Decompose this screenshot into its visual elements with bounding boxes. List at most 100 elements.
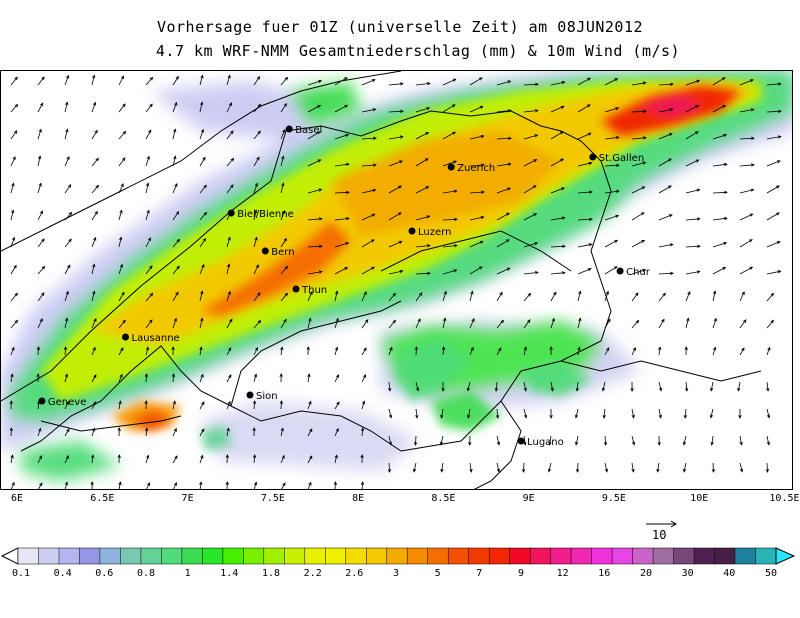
wind-arrow [361, 79, 376, 86]
wind-arrow-head [370, 239, 375, 243]
wind-arrow-head [226, 427, 230, 432]
wind-arrow-head [523, 387, 527, 392]
wind-arrow-head [615, 136, 620, 140]
wind-arrow-head [11, 209, 15, 214]
wind-arrow [631, 186, 645, 194]
wind-arrow-head [737, 387, 741, 392]
wind-arrow-head [399, 135, 404, 139]
wind-arrow-head [279, 373, 283, 377]
wind-arrow-head [397, 212, 402, 216]
wind-arrow-head [39, 318, 43, 322]
wind-arrow-head [471, 317, 475, 322]
x-tick-label: 6.5E [90, 493, 115, 504]
wind-arrow-head [766, 441, 770, 446]
wind-arrow-head [549, 346, 553, 350]
wind-arrow-head [360, 481, 365, 485]
colorbar-tick-label: 30 [681, 568, 694, 579]
wind-arrow-head [257, 292, 261, 296]
wind-arrow [199, 318, 203, 329]
wind-arrow [577, 77, 591, 86]
colorbar-swatch [222, 547, 244, 565]
wind-arrow [172, 239, 180, 248]
wind-arrow-head [561, 216, 566, 220]
wind-arrow [253, 482, 257, 489]
wind-arrow [712, 462, 714, 473]
wind-arrow-head [696, 188, 701, 192]
wind-arrow [604, 347, 610, 356]
wind-arrow-head [419, 292, 423, 296]
precipitation-field [1, 71, 792, 481]
wind-arrow [361, 481, 364, 489]
wind-arrow [577, 162, 592, 167]
wind-arrow-head [68, 238, 72, 243]
wind-arrow-head [173, 481, 177, 486]
wind-arrow-head [41, 238, 45, 243]
colorbar-swatch [181, 547, 203, 565]
wind-arrow [523, 110, 538, 113]
wind-arrow [334, 134, 349, 140]
wind-arrow [388, 347, 393, 356]
wind-arrow-head [11, 481, 15, 486]
wind-arrow [172, 265, 180, 275]
wind-arrow-head [175, 75, 179, 80]
wind-arrow [739, 79, 754, 86]
colorbar-tick-label: 16 [598, 568, 611, 579]
wind-arrow-head [575, 469, 580, 473]
wind-arrow [64, 102, 68, 113]
wind-arrow [388, 270, 403, 275]
wind-arrow-head [279, 400, 283, 404]
colorbar-swatch [79, 547, 101, 565]
wind-arrow [37, 210, 43, 221]
wind-arrow [415, 272, 431, 275]
wind-arrow [712, 318, 717, 329]
wind-arrow-head [345, 133, 350, 137]
colorbar-swatch [243, 547, 265, 565]
city-label: Chur [626, 267, 651, 278]
wind-arrow-head [453, 189, 458, 193]
wind-arrow [631, 240, 645, 248]
wind-arrow-head [10, 373, 14, 378]
wind-arrow [469, 216, 484, 221]
wind-arrow [37, 346, 39, 356]
wind-arrow [118, 183, 124, 194]
wind-arrow-head [662, 292, 666, 297]
wind-arrow [766, 136, 781, 140]
wind-arrow [280, 238, 287, 248]
wind-arrow-head [253, 209, 258, 214]
wind-arrow [766, 212, 780, 221]
wind-arrow-head [230, 130, 234, 135]
wind-arrow-head [95, 157, 99, 162]
wind-arrow [199, 428, 205, 437]
wind-arrow [226, 130, 234, 140]
wind-arrow [10, 374, 13, 383]
wind-arrow-head [684, 387, 689, 392]
wind-arrow-head [256, 156, 260, 161]
wind-arrow [10, 293, 18, 302]
wind-arrow-head [225, 481, 229, 485]
wind-arrow-head [373, 136, 377, 140]
wind-arrow-head [392, 292, 396, 297]
wind-arrow-head [388, 441, 392, 446]
wind-arrow [253, 104, 261, 113]
wind-arrow-head [371, 79, 376, 83]
wind-arrow-head [480, 134, 485, 139]
wind-arrow-head [602, 414, 606, 419]
wind-arrow [307, 105, 321, 113]
wind-arrow [604, 107, 619, 113]
wind-arrow-head [770, 319, 774, 324]
x-tick-label: 7E [181, 493, 194, 504]
wind-arrow [388, 462, 390, 473]
colorbar-tick-label: 9 [517, 568, 525, 579]
wind-arrow [91, 428, 95, 437]
chart-subtitle: 4.7 km WRF-NMM Gesamtniederschlag (mm) &… [155, 42, 681, 60]
wind-arrow-head [317, 159, 322, 163]
wind-arrow-head [372, 188, 377, 193]
wind-arrow-head [658, 414, 662, 419]
wind-arrow-head [120, 183, 124, 187]
wind-arrow [307, 374, 310, 383]
wind-arrow-head [122, 319, 126, 324]
wind-arrow-head [146, 155, 150, 160]
wind-arrow-head [668, 158, 672, 162]
wind-arrow [145, 455, 149, 464]
wind-arrow-head [307, 373, 311, 378]
